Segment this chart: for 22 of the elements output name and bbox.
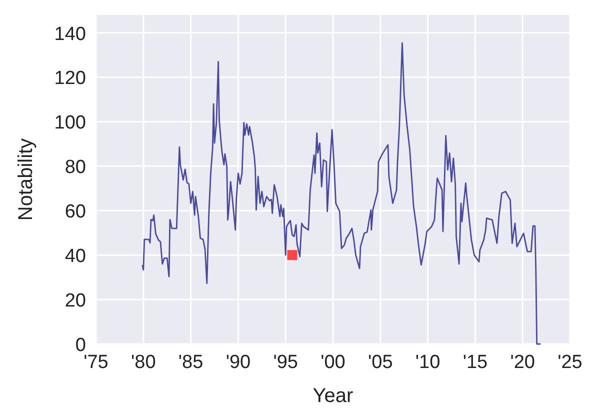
x-tick-label: '80 xyxy=(131,352,156,373)
y-axis-title: Notability xyxy=(15,138,37,221)
x-tick-label: '00 xyxy=(320,352,346,373)
y-tick-label: 0 xyxy=(75,335,86,356)
y-tick-label: 140 xyxy=(54,24,86,45)
x-tick-label: '85 xyxy=(178,352,204,373)
x-axis-title: Year xyxy=(312,385,354,407)
y-tick-label: 80 xyxy=(64,157,86,178)
x-tick-label: '20 xyxy=(510,352,535,373)
y-tick-label: 120 xyxy=(54,68,86,90)
x-tick-label: '10 xyxy=(415,352,440,373)
y-tick-label: 100 xyxy=(54,112,86,134)
x-tick-label: '15 xyxy=(462,352,488,373)
x-tick-label: '90 xyxy=(226,352,251,373)
line-series xyxy=(142,42,542,345)
x-tick-label: '25 xyxy=(558,352,582,373)
y-tick-label: 40 xyxy=(64,246,86,268)
y-tick-label: 20 xyxy=(64,290,86,312)
x-tick-label: '95 xyxy=(273,352,298,373)
x-tick-label: '05 xyxy=(368,352,393,373)
x-tick-label: '75 xyxy=(84,352,108,373)
y-tick-label: 60 xyxy=(64,202,86,223)
